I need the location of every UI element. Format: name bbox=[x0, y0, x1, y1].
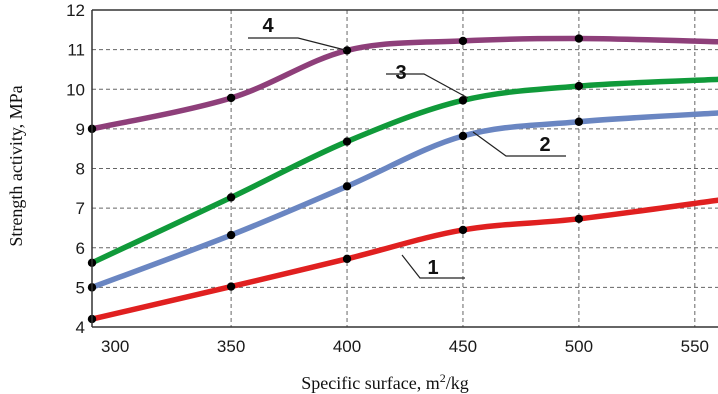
x-tick-300: 300 bbox=[101, 337, 129, 356]
y-axis-title: Strength activity, MPa bbox=[6, 85, 26, 246]
y-tick-labels: 4 5 6 7 8 9 10 11 12 bbox=[66, 1, 85, 337]
series-label-1: 1 bbox=[427, 257, 438, 279]
series-line-1 bbox=[89, 197, 718, 322]
data-point-4-450 bbox=[458, 36, 468, 46]
data-point-4-400 bbox=[342, 46, 352, 55]
data-point-2-350 bbox=[226, 230, 236, 240]
y-tick-10: 10 bbox=[66, 80, 85, 99]
data-point-1-450 bbox=[458, 225, 468, 235]
data-point-2-450 bbox=[458, 131, 468, 141]
data-point-1-400 bbox=[342, 254, 352, 264]
y-tick-5: 5 bbox=[76, 278, 85, 297]
series-label-2: 2 bbox=[539, 134, 550, 156]
data-point-1-500 bbox=[574, 214, 584, 224]
series-label-3: 3 bbox=[395, 62, 406, 84]
leader-line-2 bbox=[472, 131, 566, 157]
plot-frame bbox=[91, 9, 718, 328]
series-line-4 bbox=[89, 35, 718, 132]
y-tick-12: 12 bbox=[66, 1, 85, 20]
series-lines bbox=[89, 35, 718, 322]
leader-line-4 bbox=[248, 37, 346, 51]
series-points bbox=[87, 34, 584, 324]
x-tick-500: 500 bbox=[565, 337, 593, 356]
x-tick-labels: 300 350 400 450 500 550 bbox=[101, 337, 709, 356]
x-tick-450: 450 bbox=[449, 337, 477, 356]
leader-line-1 bbox=[401, 254, 465, 279]
series-line-2 bbox=[89, 110, 718, 291]
x-axis-title: Specific surface, m2/kg bbox=[301, 371, 468, 393]
series-labels: 1 2 3 4 bbox=[248, 15, 566, 279]
data-point-2-400 bbox=[342, 182, 352, 191]
series-label-4: 4 bbox=[262, 15, 274, 37]
data-point-4-500 bbox=[574, 34, 584, 43]
leader-line-3 bbox=[386, 73, 469, 99]
y-tick-7: 7 bbox=[76, 199, 85, 218]
y-tick-8: 8 bbox=[76, 160, 85, 179]
y-tick-6: 6 bbox=[76, 239, 85, 258]
data-point-3-400 bbox=[342, 137, 352, 146]
data-point-4-350 bbox=[226, 93, 236, 103]
data-point-1-350 bbox=[226, 282, 236, 291]
data-point-2-500 bbox=[574, 117, 584, 126]
y-tick-9: 9 bbox=[76, 120, 85, 139]
data-point-3-350 bbox=[226, 193, 236, 202]
y-tick-11: 11 bbox=[67, 41, 85, 60]
data-point-3-450 bbox=[458, 96, 468, 105]
series-line-3 bbox=[89, 76, 718, 266]
y-tick-4: 4 bbox=[76, 318, 85, 337]
data-point-3-500 bbox=[574, 81, 584, 91]
x-tick-550: 550 bbox=[681, 337, 709, 356]
x-tick-400: 400 bbox=[333, 337, 361, 356]
x-tick-350: 350 bbox=[217, 337, 245, 356]
grid-lines bbox=[92, 10, 718, 327]
